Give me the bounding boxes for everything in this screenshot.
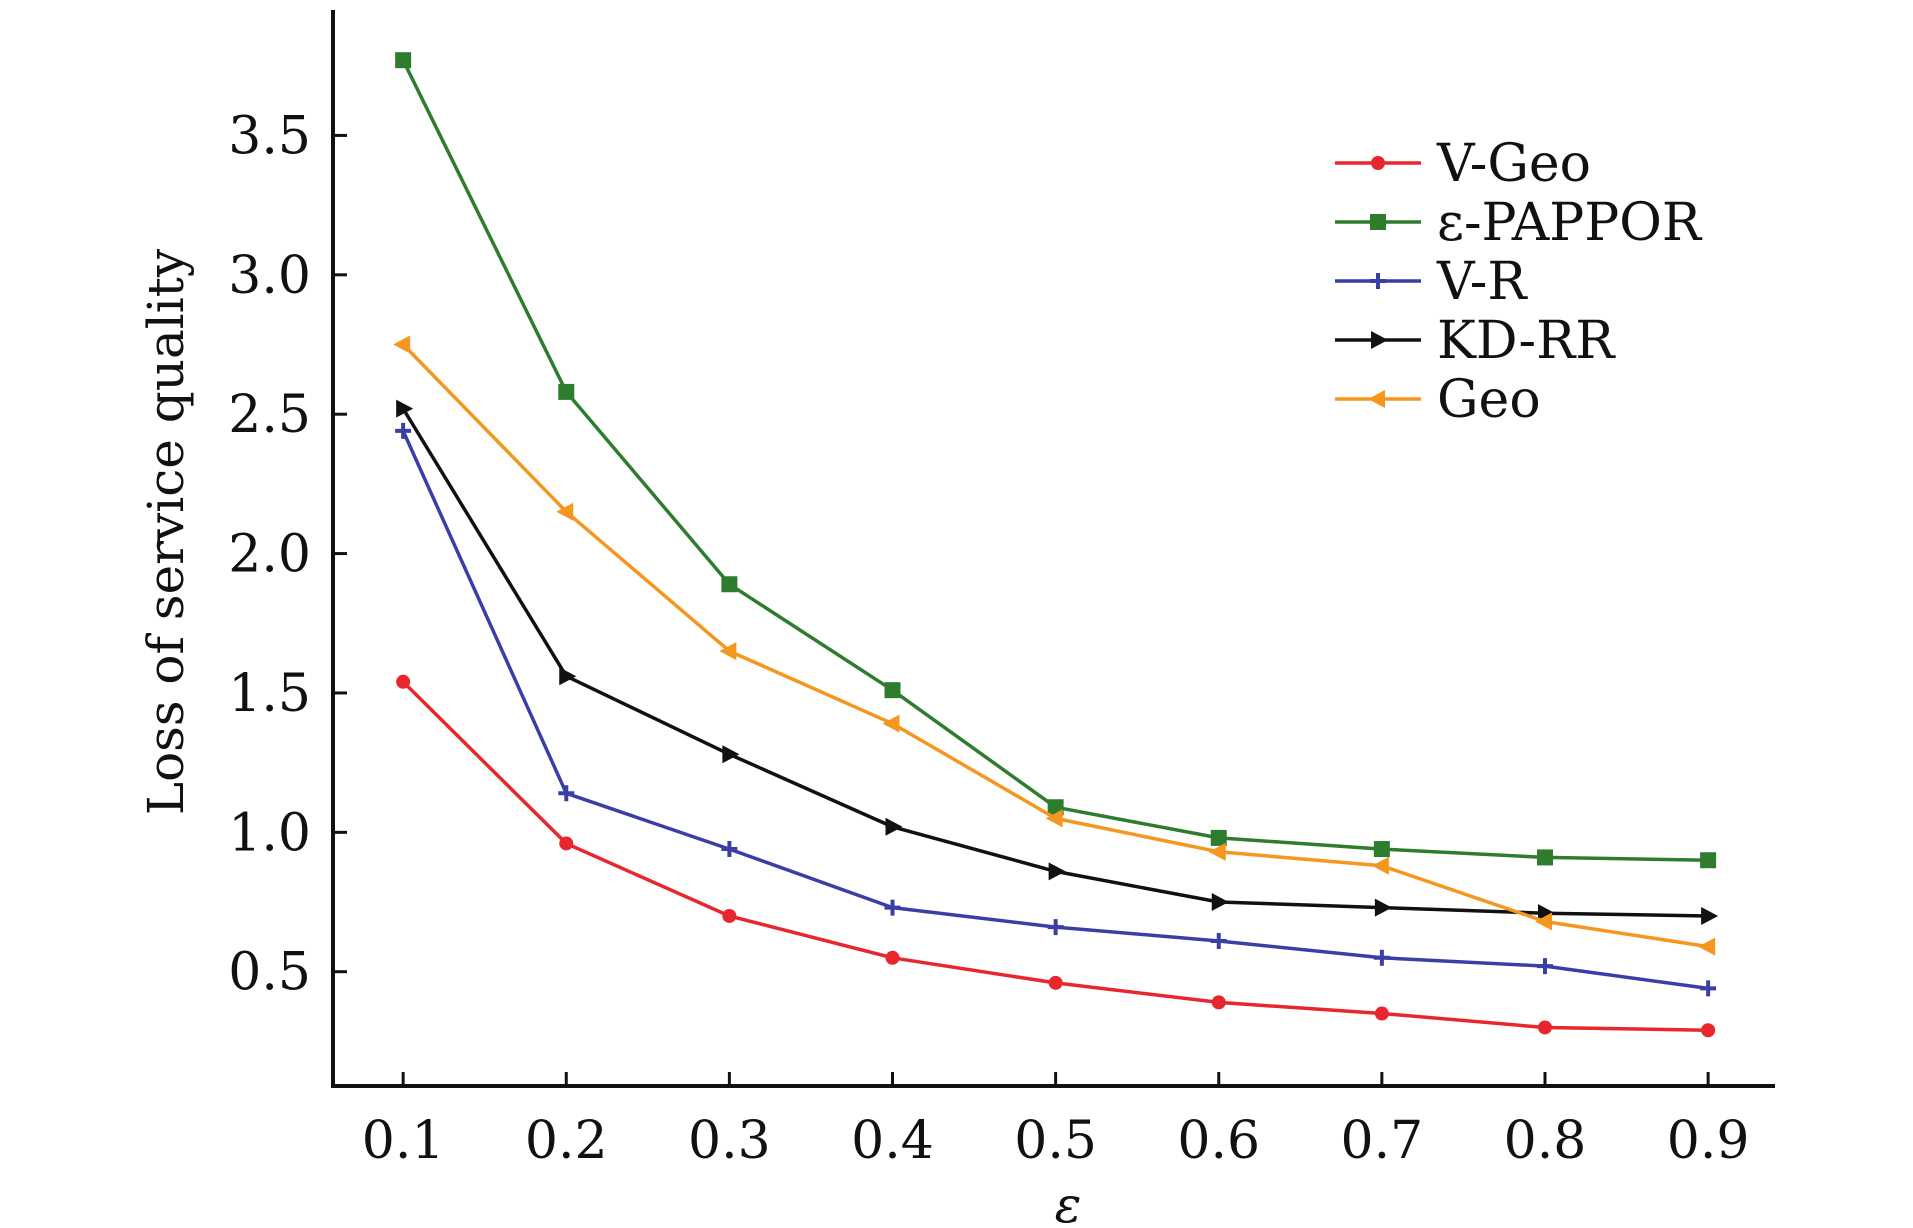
- series-1: [395, 52, 1717, 869]
- series-3: [396, 399, 1719, 925]
- data-point: [1210, 829, 1227, 846]
- legend-marker: [1370, 273, 1386, 289]
- data-point: [1048, 975, 1063, 990]
- series-2: [395, 422, 1717, 997]
- y-ticks: 0.5 1.0 1.5 2.0 2.5 3.0 3.5: [228, 106, 347, 1003]
- data-point: [1371, 856, 1389, 875]
- legend-label: ε-PAPPOR: [1437, 193, 1703, 253]
- data-point: [1537, 1020, 1552, 1035]
- legend-item: ε-PAPPOR: [1335, 193, 1703, 253]
- data-point: [1210, 933, 1227, 950]
- data-point: [885, 950, 900, 965]
- data-point: [884, 899, 901, 916]
- data-point: [721, 841, 738, 858]
- x-tick-label: 0.4: [851, 1111, 934, 1171]
- x-tick-label: 0.5: [1014, 1111, 1097, 1171]
- data-point: [1211, 995, 1226, 1010]
- data-point: [1536, 849, 1553, 866]
- y-tick-label: 1.0: [228, 803, 311, 863]
- data-point: [1701, 906, 1719, 925]
- y-tick-label: 2.5: [228, 385, 311, 445]
- data-point: [1701, 1023, 1716, 1038]
- legend-label: V-R: [1436, 252, 1528, 312]
- legend-marker: [1371, 331, 1388, 349]
- data-point: [1374, 1006, 1389, 1021]
- data-point: [1537, 904, 1555, 923]
- series-0: [396, 674, 1716, 1038]
- x-tick-label: 0.9: [1667, 1111, 1750, 1171]
- data-point: [1700, 852, 1717, 869]
- series-layer: [393, 52, 1719, 1038]
- data-point: [719, 642, 737, 661]
- y-tick-label: 3.5: [228, 106, 311, 166]
- legend-marker: [1371, 156, 1385, 170]
- data-point: [1374, 898, 1392, 917]
- x-tick-label: 0.6: [1177, 1111, 1260, 1171]
- x-tick-label: 0.7: [1341, 1111, 1424, 1171]
- data-point: [885, 817, 903, 836]
- data-point: [393, 335, 411, 354]
- legend-item: KD-RR: [1335, 311, 1616, 371]
- data-point: [1700, 980, 1717, 997]
- legend-marker: [1370, 214, 1386, 230]
- data-point: [1208, 842, 1226, 861]
- data-point: [396, 674, 411, 689]
- data-point: [722, 908, 737, 923]
- data-point: [1211, 893, 1229, 912]
- data-point: [1048, 862, 1066, 881]
- x-tick-label: 0.3: [688, 1111, 771, 1171]
- y-tick-label: 1.5: [228, 664, 311, 724]
- legend-label: Geo: [1437, 370, 1541, 430]
- data-point: [396, 399, 414, 418]
- legend-label: KD-RR: [1437, 311, 1616, 371]
- x-tick-label: 0.8: [1504, 1111, 1587, 1171]
- data-point: [722, 745, 740, 764]
- data-point: [884, 682, 901, 699]
- data-point: [721, 576, 738, 593]
- data-point: [1047, 919, 1064, 936]
- x-ticks: 0.1 0.2 0.3 0.4 0.5 0.6 0.7 0.8 0.9: [362, 1072, 1750, 1171]
- x-tick-label: 0.2: [525, 1111, 608, 1171]
- data-point: [1373, 949, 1390, 966]
- x-axis-title: ε: [1055, 1176, 1082, 1228]
- data-point: [1373, 841, 1390, 858]
- legend-item: V-Geo: [1335, 134, 1591, 194]
- data-point: [559, 667, 577, 686]
- data-point: [558, 785, 575, 802]
- data-point: [558, 383, 575, 400]
- y-tick-label: 3.0: [228, 246, 311, 306]
- legend-item: Geo: [1335, 370, 1541, 430]
- data-point: [1045, 809, 1063, 828]
- data-point: [882, 714, 900, 733]
- data-point: [1537, 958, 1553, 975]
- data-point: [1698, 937, 1716, 956]
- legend-item: V-R: [1335, 252, 1528, 312]
- series-4: [393, 335, 1716, 956]
- x-tick-label: 0.1: [362, 1111, 445, 1171]
- data-point: [395, 422, 412, 439]
- y-tick-label: 2.0: [228, 525, 311, 585]
- data-point: [395, 52, 412, 69]
- y-tick-label: 0.5: [228, 943, 311, 1003]
- data-point: [1534, 912, 1552, 931]
- legend-marker: [1368, 390, 1385, 408]
- data-point: [556, 502, 574, 521]
- y-axis-title: Loss of service quality: [137, 248, 195, 815]
- data-point: [559, 836, 574, 851]
- legend-label: V-Geo: [1436, 134, 1591, 194]
